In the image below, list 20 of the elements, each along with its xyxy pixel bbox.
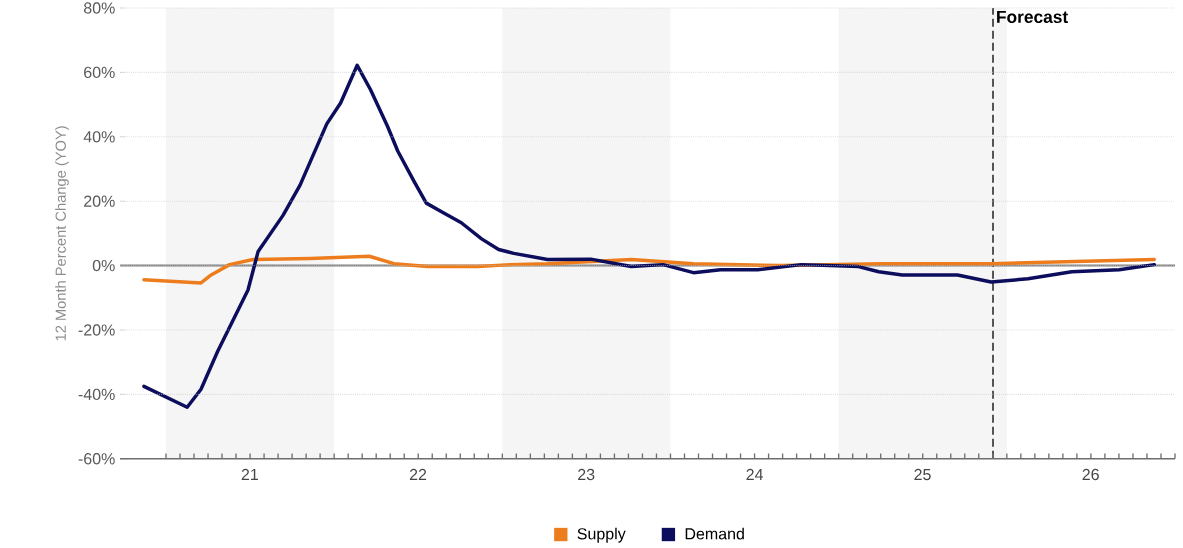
y-tick-label: 60% [84, 66, 115, 78]
x-tick-label: 21 [241, 468, 258, 480]
y-tick-label: 20% [84, 195, 115, 207]
x-tick-label: 24 [746, 468, 763, 480]
y-tick-label: -40% [78, 388, 115, 400]
y-axis-title: 12 Month Percent Change (YOY) [55, 126, 69, 341]
x-tick-label: 23 [578, 468, 595, 481]
x-tick-label: 26 [1082, 468, 1099, 481]
legend-label: Demand [685, 527, 744, 540]
y-tick-label: 40% [83, 131, 115, 143]
line-series [142, 254, 1156, 285]
y-tick-label: -20% [78, 324, 115, 336]
y-tick-label: -60% [78, 453, 115, 465]
y-tick-label: 0% [92, 259, 115, 272]
line-series [142, 63, 1156, 409]
legend-label: Supply [577, 527, 626, 543]
x-tick-label: 25 [914, 468, 931, 481]
y-tick-label: 80% [83, 2, 115, 14]
ref-line-label: Forecast [997, 10, 1068, 23]
x-tick-label: 22 [409, 468, 427, 480]
